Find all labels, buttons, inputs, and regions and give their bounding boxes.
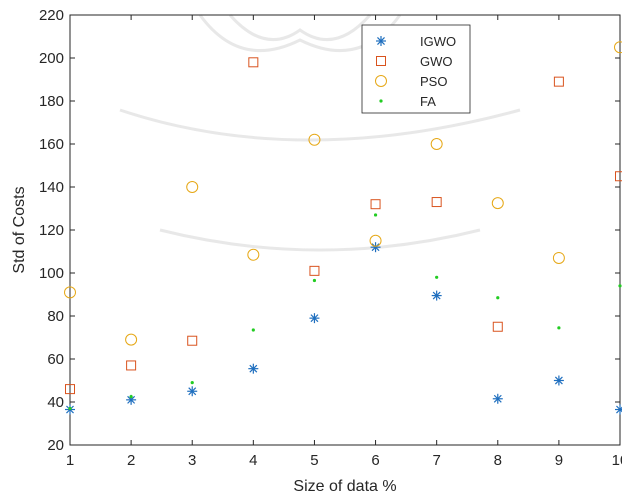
point-pso bbox=[125, 333, 138, 346]
y-tick-label: 180 bbox=[39, 93, 64, 110]
y-tick-label: 140 bbox=[39, 179, 64, 196]
point-pso bbox=[369, 234, 382, 247]
x-tick-label: 2 bbox=[127, 452, 135, 469]
point-igwo bbox=[187, 386, 198, 397]
y-tick-label: 40 bbox=[47, 394, 64, 411]
point-fa bbox=[312, 278, 317, 283]
legend: IGWO GWO PSO FA bbox=[361, 24, 471, 114]
point-fa bbox=[251, 328, 255, 332]
point-pso bbox=[308, 133, 321, 146]
point-igwo bbox=[492, 393, 503, 404]
x-tick-label: 1 bbox=[66, 452, 74, 469]
x-tick-label: 10 bbox=[612, 452, 622, 469]
point-gwo bbox=[126, 360, 137, 371]
point-fa bbox=[618, 284, 622, 288]
y-tick-label: 20 bbox=[47, 437, 64, 454]
point-gwo bbox=[553, 76, 564, 87]
point-igwo bbox=[126, 394, 137, 405]
point-pso bbox=[614, 41, 622, 54]
y-tick-label: 100 bbox=[39, 265, 64, 282]
point-fa bbox=[435, 275, 439, 279]
point-igwo bbox=[309, 313, 320, 324]
x-tick-label: 3 bbox=[188, 452, 196, 469]
y-axis-title: Std of Costs bbox=[11, 186, 28, 273]
y-tick-label: 200 bbox=[39, 50, 64, 67]
y-tick-label: 160 bbox=[39, 136, 64, 153]
point-gwo bbox=[187, 335, 198, 346]
point-pso bbox=[64, 286, 76, 299]
point-fa bbox=[496, 296, 500, 300]
legend-marker-pso bbox=[375, 75, 387, 87]
point-gwo bbox=[370, 199, 381, 210]
legend-item-pso: PSO bbox=[375, 74, 447, 89]
point-pso bbox=[247, 248, 260, 261]
point-igwo bbox=[431, 290, 442, 301]
legend-item-fa: FA bbox=[379, 94, 436, 109]
point-igwo bbox=[370, 242, 381, 253]
legend-item-gwo: GWO bbox=[376, 54, 453, 69]
legend-marker-igwo bbox=[376, 36, 386, 46]
legend-marker-fa bbox=[379, 99, 383, 103]
legend-label: PSO bbox=[420, 74, 447, 89]
series-pso bbox=[64, 41, 622, 346]
point-gwo bbox=[431, 197, 442, 208]
legend-item-igwo: IGWO bbox=[376, 34, 456, 49]
series-gwo bbox=[65, 57, 622, 395]
x-axis-title: Size of data % bbox=[293, 478, 396, 495]
legend-label: FA bbox=[420, 94, 436, 109]
point-gwo bbox=[65, 384, 75, 395]
point-pso bbox=[491, 197, 504, 210]
y-tick-label: 80 bbox=[47, 308, 64, 325]
series-fa bbox=[68, 213, 622, 411]
x-tick-label: 7 bbox=[432, 452, 440, 469]
legend-items: IGWO GWO PSO FA bbox=[375, 34, 456, 109]
legend-label: GWO bbox=[420, 54, 453, 69]
x-tick-label: 6 bbox=[371, 452, 379, 469]
legend-marker-gwo bbox=[376, 56, 386, 66]
point-gwo bbox=[309, 265, 320, 276]
point-fa bbox=[373, 213, 378, 217]
point-fa bbox=[68, 406, 72, 411]
data-marks bbox=[64, 41, 622, 415]
x-tick-label: 4 bbox=[249, 452, 257, 469]
y-tick-label: 60 bbox=[47, 351, 64, 368]
plot-area bbox=[69, 14, 621, 446]
y-tick-label: 120 bbox=[39, 222, 64, 239]
point-fa bbox=[557, 326, 561, 330]
point-fa bbox=[129, 395, 133, 399]
point-gwo bbox=[615, 171, 622, 182]
point-fa bbox=[190, 381, 194, 385]
point-igwo bbox=[615, 404, 622, 415]
series-igwo bbox=[65, 242, 622, 415]
point-gwo bbox=[248, 57, 259, 68]
x-tick-label: 8 bbox=[494, 452, 502, 469]
point-pso bbox=[552, 251, 565, 264]
y-tick-label: 220 bbox=[39, 7, 64, 24]
y-axis-ticks: 20 40 60 80 100 120 140 160 180 200 220 bbox=[39, 7, 620, 454]
x-axis-ticks: 1 2 3 4 5 6 7 8 9 10 bbox=[66, 15, 622, 469]
x-tick-label: 9 bbox=[555, 452, 563, 469]
point-gwo bbox=[492, 321, 503, 332]
point-igwo bbox=[553, 375, 564, 386]
legend-label: IGWO bbox=[420, 34, 456, 49]
x-tick-label: 5 bbox=[310, 452, 318, 469]
point-pso bbox=[186, 181, 199, 193]
point-pso bbox=[430, 138, 443, 150]
point-igwo bbox=[248, 363, 259, 374]
